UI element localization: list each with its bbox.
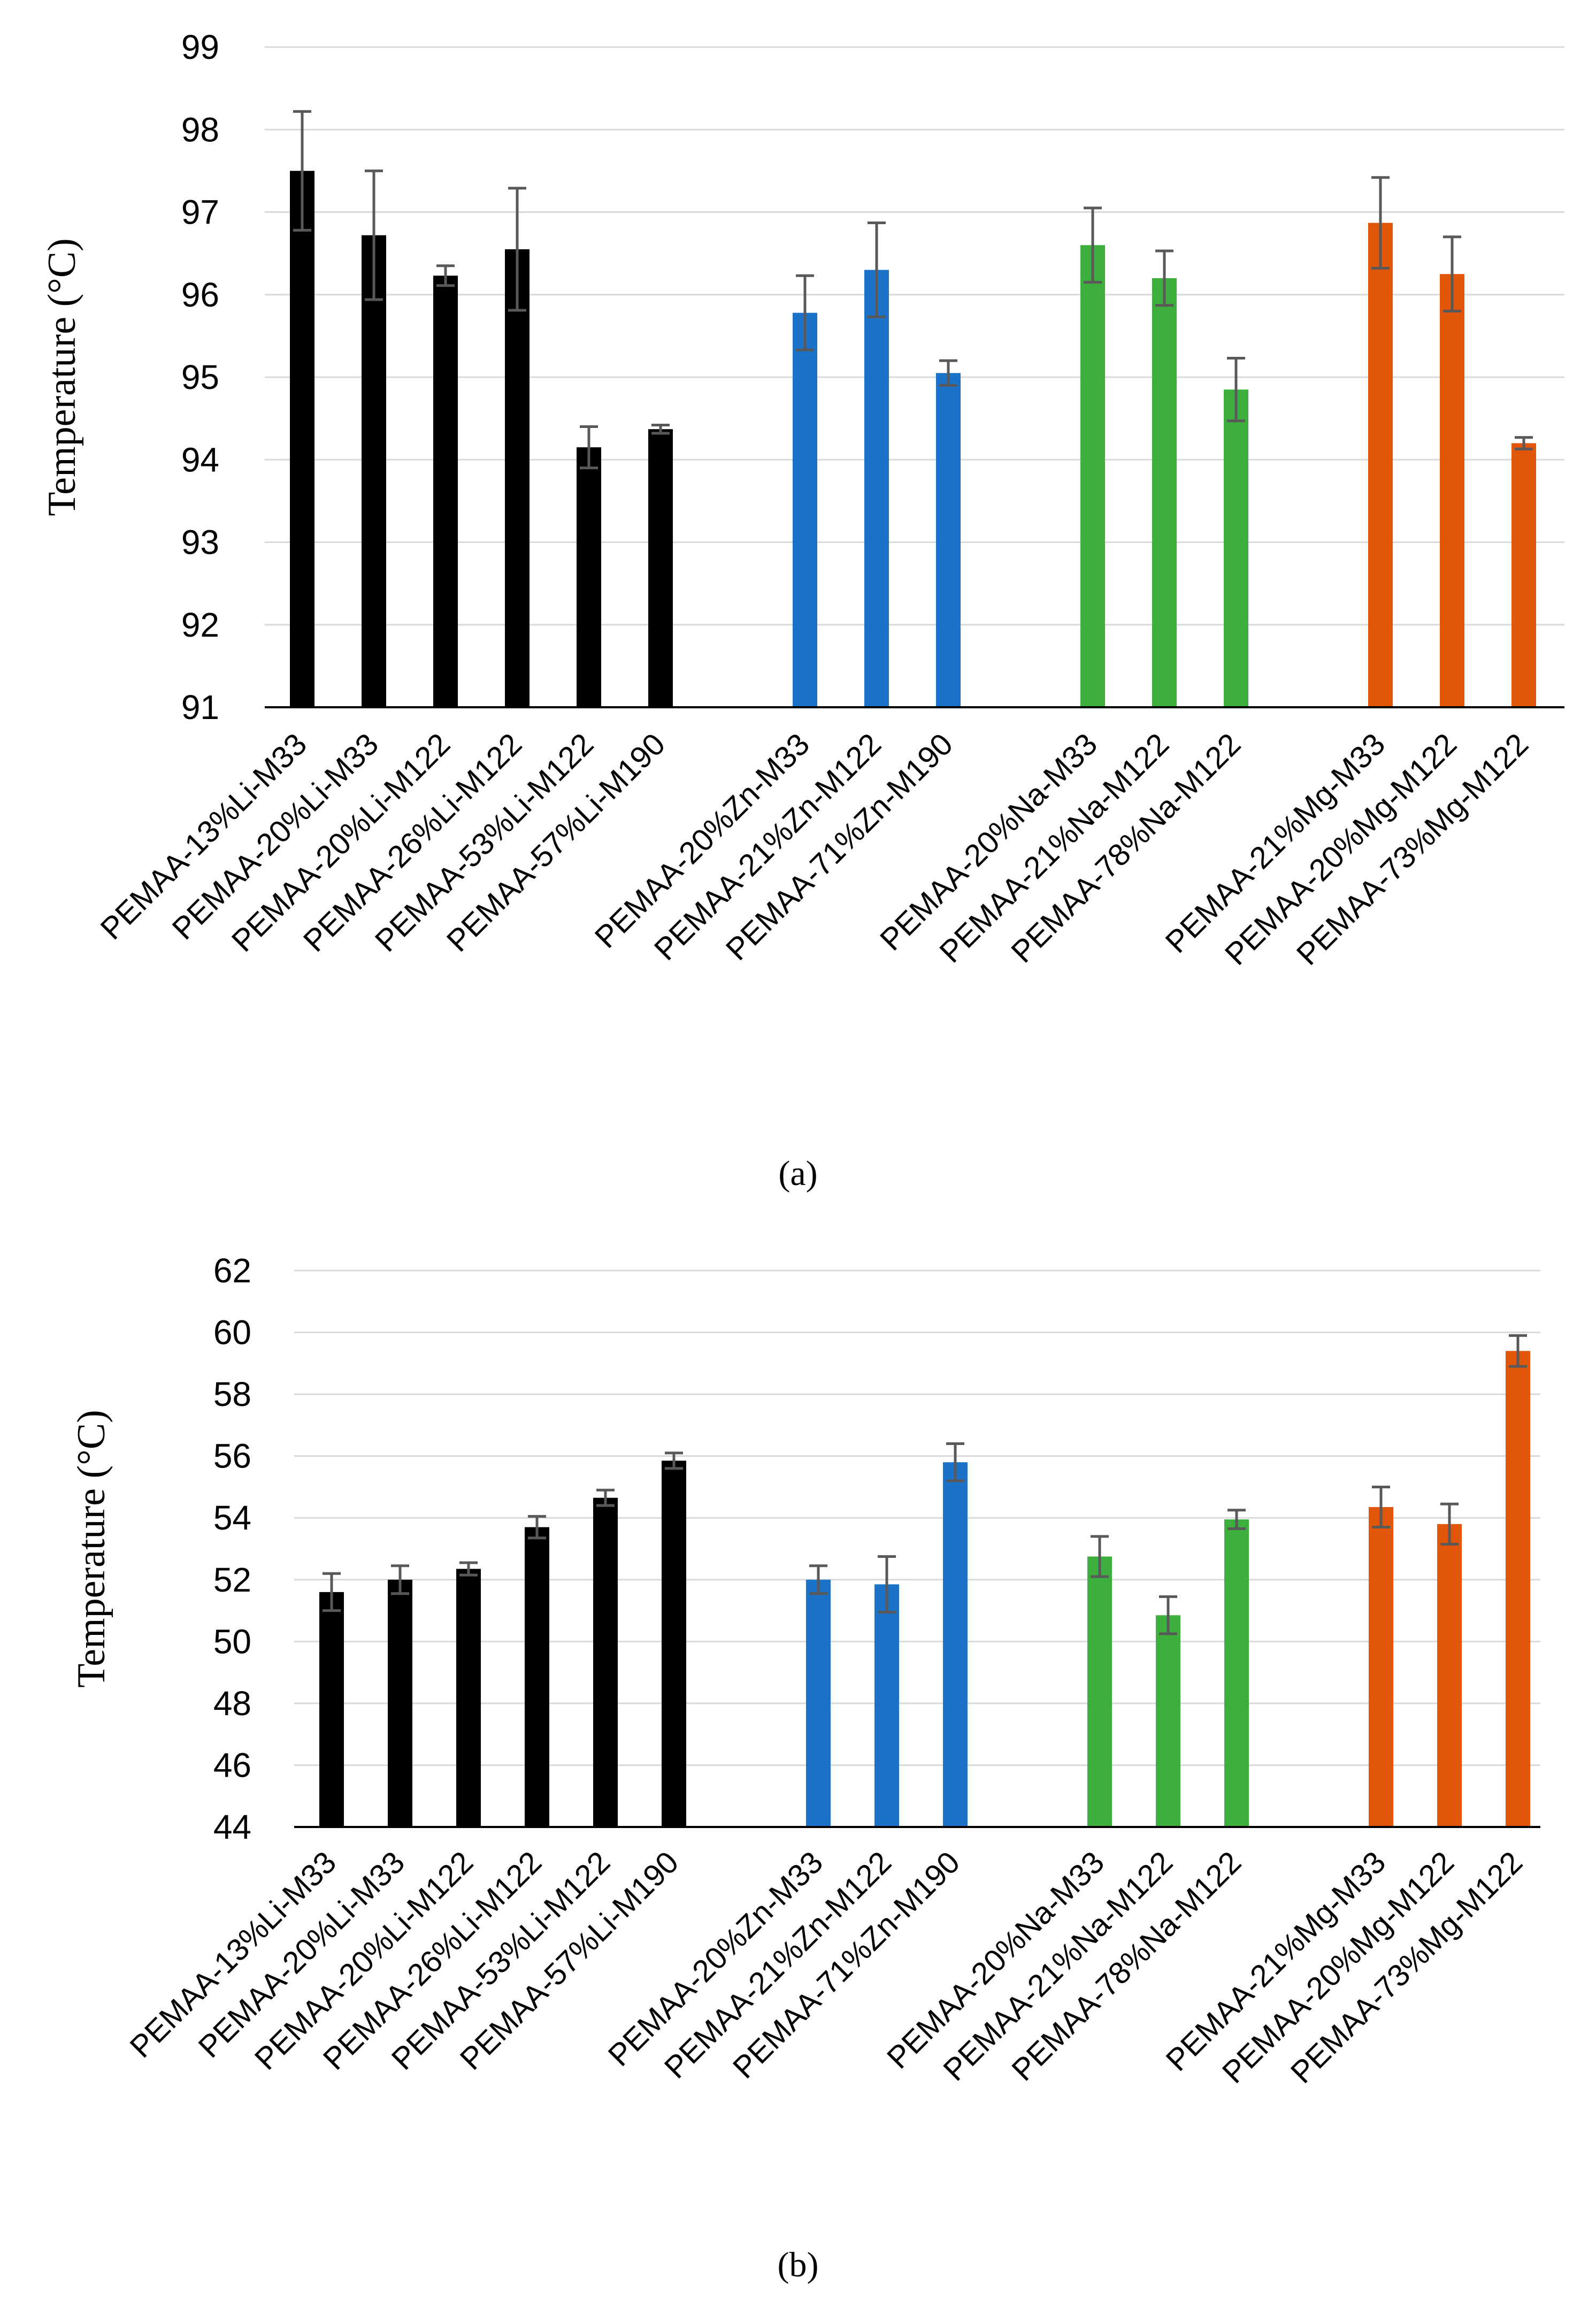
error-bar	[1509, 1334, 1527, 1368]
bar	[1224, 389, 1248, 707]
bar	[362, 235, 386, 707]
error-bar	[293, 110, 311, 232]
bar	[1506, 1351, 1530, 1827]
y-tick-label: 97	[181, 193, 219, 232]
bar	[1080, 245, 1105, 707]
error-bar	[1371, 176, 1390, 270]
y-tick-label: 60	[213, 1313, 251, 1352]
error-bar	[946, 1442, 964, 1482]
bar	[1511, 443, 1536, 707]
error-bar	[1372, 1485, 1390, 1529]
y-tick-label: 99	[181, 28, 219, 66]
error-bar	[1515, 436, 1533, 450]
error-bar	[596, 1488, 615, 1507]
error-bar	[323, 1572, 341, 1612]
error-bar	[1443, 235, 1461, 313]
y-tick-label: 62	[213, 1251, 251, 1290]
error-bar	[508, 187, 526, 312]
error-bar	[580, 425, 598, 470]
bar	[1087, 1556, 1112, 1827]
error-bar	[528, 1515, 546, 1540]
y-tick-label: 96	[181, 276, 219, 314]
error-bar	[365, 169, 383, 301]
bar	[433, 276, 458, 707]
bar	[593, 1497, 618, 1827]
bar	[319, 1592, 344, 1827]
panel-label: (a)	[778, 1154, 817, 1193]
bar	[662, 1461, 686, 1827]
bar	[1369, 1507, 1393, 1827]
error-bar	[391, 1564, 409, 1595]
error-bar	[1091, 1535, 1109, 1578]
y-axis-label: Temperature (°C)	[40, 238, 84, 516]
bar	[388, 1579, 412, 1827]
bar	[1152, 278, 1177, 707]
bar	[1440, 274, 1464, 707]
y-tick-label: 50	[213, 1622, 251, 1661]
error-bar	[1227, 1509, 1246, 1530]
error-bar	[878, 1555, 896, 1614]
error-bar	[459, 1561, 478, 1577]
bar	[1224, 1519, 1249, 1827]
bar	[943, 1462, 968, 1827]
error-bar	[868, 221, 886, 318]
bar	[456, 1569, 481, 1827]
y-tick-label: 95	[181, 358, 219, 396]
y-tick-label: 58	[213, 1375, 251, 1413]
panel-label: (b)	[778, 2245, 819, 2284]
y-tick-label: 44	[213, 1808, 251, 1846]
error-bar	[796, 274, 814, 351]
y-axis-label: Temperature (°C)	[70, 1410, 113, 1688]
bar	[874, 1584, 899, 1827]
error-bar	[1084, 207, 1102, 284]
y-tick-label: 91	[181, 688, 219, 727]
bar	[1156, 1615, 1180, 1827]
bar	[806, 1579, 831, 1827]
bar	[793, 312, 817, 707]
bar	[577, 447, 601, 707]
error-bar	[939, 359, 957, 387]
y-tick-label: 46	[213, 1746, 251, 1784]
error-bar	[436, 264, 455, 287]
y-tick-label: 48	[213, 1684, 251, 1723]
bar	[648, 429, 673, 707]
error-bar	[1159, 1595, 1177, 1635]
bar	[936, 373, 961, 707]
y-tick-label: 54	[213, 1498, 251, 1537]
error-bar	[1155, 249, 1173, 307]
bar	[1437, 1524, 1462, 1827]
error-bar	[665, 1451, 683, 1470]
bar	[1368, 223, 1393, 707]
bar	[525, 1527, 549, 1827]
bar	[864, 270, 889, 708]
y-tick-label: 52	[213, 1561, 251, 1599]
error-bar	[1227, 357, 1245, 423]
y-tick-label: 98	[181, 110, 219, 149]
y-tick-label: 56	[213, 1437, 251, 1475]
y-tick-label: 94	[181, 440, 219, 479]
error-bar	[1440, 1502, 1459, 1546]
y-tick-label: 93	[181, 523, 219, 562]
error-bar	[809, 1564, 827, 1595]
bar	[290, 171, 314, 707]
bar	[505, 249, 530, 708]
error-bar	[651, 423, 670, 435]
y-tick-label: 92	[181, 606, 219, 644]
